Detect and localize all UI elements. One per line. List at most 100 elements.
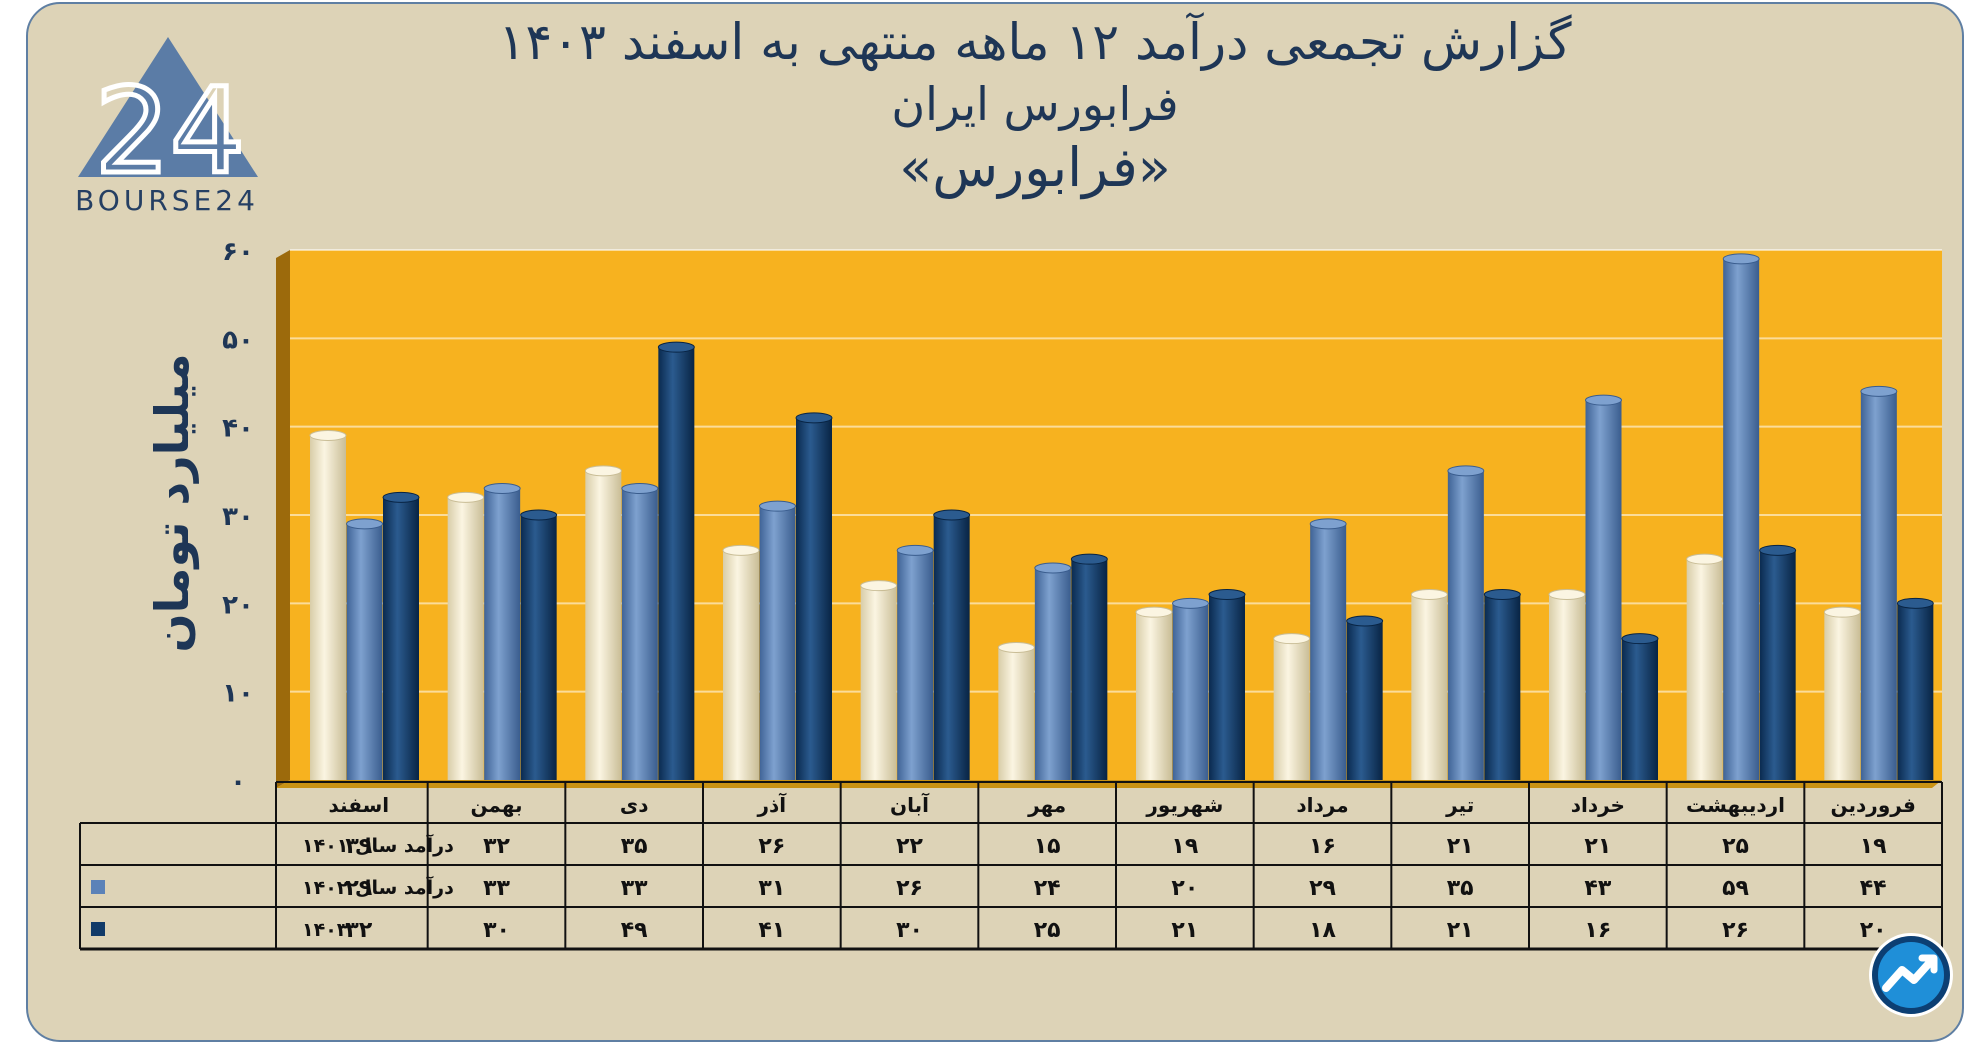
bar bbox=[1484, 594, 1521, 780]
data-label: ۳۱ bbox=[758, 876, 785, 901]
data-label: ۲۶ bbox=[1722, 918, 1749, 943]
data-label: ۳۳ bbox=[483, 876, 510, 901]
data-label: ۴۹ bbox=[621, 918, 648, 943]
x-tick-label: تیر bbox=[1445, 793, 1474, 817]
bar bbox=[723, 550, 759, 780]
logo-triangle bbox=[78, 37, 258, 177]
data-label: ۳۰ bbox=[483, 918, 510, 943]
data-label: ۲۹ bbox=[1309, 876, 1336, 901]
bar-cap bbox=[1860, 385, 1898, 397]
data-label: ۱۵ bbox=[1034, 834, 1061, 859]
y-tick-label: ۲۰ bbox=[222, 590, 254, 620]
legend-swatch bbox=[91, 922, 105, 936]
data-label: ۳۲ bbox=[483, 834, 510, 859]
bar-cap bbox=[483, 483, 521, 494]
bar bbox=[1034, 568, 1071, 780]
x-tick-label: مهر bbox=[1027, 793, 1066, 817]
bar-cap bbox=[896, 544, 934, 556]
legend-label: درآمد سال ۱۴۰۱ bbox=[302, 833, 454, 857]
bar-cap bbox=[1896, 597, 1934, 609]
y-axis-label: میلیارد تومان bbox=[145, 353, 199, 652]
bar bbox=[1273, 638, 1310, 780]
bar-cap bbox=[1135, 606, 1173, 618]
data-label: ۱۹ bbox=[1171, 834, 1198, 859]
bar bbox=[520, 515, 557, 780]
bar bbox=[346, 523, 383, 780]
bar-cap bbox=[1309, 518, 1347, 530]
bar-cap bbox=[1759, 544, 1797, 556]
bar-cap bbox=[1208, 589, 1246, 600]
data-label: ۲۱ bbox=[1584, 834, 1611, 859]
bar-cap bbox=[1686, 553, 1724, 565]
bar bbox=[1346, 621, 1383, 780]
bar-cap bbox=[1346, 615, 1384, 627]
data-label: ۲۵ bbox=[1034, 918, 1061, 943]
x-tick-label: شهریور bbox=[1145, 793, 1223, 817]
bar bbox=[1585, 400, 1622, 780]
x-tick-label: بهمن bbox=[470, 793, 522, 817]
bar-cap bbox=[1585, 394, 1622, 406]
bar-cap bbox=[1823, 606, 1861, 618]
x-tick-label: مرداد bbox=[1296, 793, 1348, 817]
legend-label: ۱۴۰۳ bbox=[302, 919, 349, 941]
bar bbox=[1411, 594, 1448, 780]
logo-text: BOURSE24 bbox=[75, 184, 259, 217]
x-tick-label: اردیبهشت bbox=[1686, 793, 1785, 817]
data-label: ۵۹ bbox=[1722, 876, 1749, 901]
data-label: ۲۲ bbox=[896, 834, 923, 859]
plot-side-wall bbox=[276, 250, 290, 788]
chart-title: گزارش تجمعی درآمد ۱۲ ماهه منتهی به اسفند… bbox=[498, 13, 1572, 71]
bar bbox=[1759, 550, 1796, 780]
data-label: ۳۲ bbox=[345, 918, 372, 943]
data-label: ۱۸ bbox=[1309, 918, 1336, 943]
trend-up-icon[interactable] bbox=[1866, 930, 1956, 1020]
y-tick-label: ۱۰ bbox=[222, 679, 254, 709]
x-tick-label: خرداد bbox=[1571, 793, 1625, 817]
x-tick-label: فروردین bbox=[1831, 793, 1916, 817]
legend-label: درآمد سال ۱۴۰۲ bbox=[302, 875, 454, 899]
bar-cap bbox=[1410, 589, 1448, 600]
bar bbox=[310, 435, 346, 780]
data-label: ۲۰ bbox=[1171, 876, 1198, 901]
data-label: ۲۱ bbox=[1447, 918, 1474, 943]
bar bbox=[1897, 603, 1934, 780]
chart-title-block: گزارش تجمعی درآمد ۱۲ ماهه منتهی به اسفند… bbox=[420, 10, 1650, 202]
bar-cap bbox=[1070, 553, 1108, 565]
data-label: ۱۶ bbox=[1584, 918, 1611, 943]
logo-mark: 24 bbox=[95, 62, 245, 200]
data-label: ۲۶ bbox=[896, 876, 923, 901]
data-label: ۳۰ bbox=[896, 918, 923, 943]
bar bbox=[383, 497, 419, 780]
bar bbox=[585, 470, 622, 780]
bar bbox=[1447, 470, 1484, 780]
data-label: ۱۹ bbox=[1860, 834, 1887, 859]
bar bbox=[1172, 603, 1209, 780]
bar bbox=[1723, 258, 1760, 780]
bar-cap bbox=[933, 509, 971, 521]
data-label: ۴۴ bbox=[1860, 876, 1887, 901]
bar bbox=[933, 515, 970, 780]
bar-cap bbox=[722, 544, 760, 556]
bar-cap bbox=[1447, 465, 1485, 477]
bar-cap bbox=[346, 518, 383, 530]
bar-cap bbox=[860, 580, 898, 592]
bar-cap bbox=[584, 465, 622, 477]
data-label: ۲۱ bbox=[1171, 918, 1198, 943]
bar-cap bbox=[1483, 589, 1521, 600]
bar bbox=[1209, 594, 1245, 780]
data-label: ۲۶ bbox=[758, 834, 785, 859]
bar-cap bbox=[1722, 253, 1760, 265]
bourse24-logo: 24 bbox=[78, 37, 258, 203]
company-name: فرابورس ایران bbox=[891, 77, 1179, 131]
bar-cap bbox=[759, 500, 796, 512]
y-tick-label: ۳۰ bbox=[222, 502, 254, 532]
bar-cap bbox=[309, 430, 347, 441]
y-tick-label: ۵۰ bbox=[222, 325, 254, 355]
bar bbox=[759, 506, 796, 780]
bar bbox=[998, 647, 1035, 780]
data-label: ۲۵ bbox=[1722, 834, 1749, 859]
legend-swatch bbox=[91, 880, 105, 894]
bar bbox=[1622, 638, 1658, 780]
bar bbox=[897, 550, 934, 780]
bar bbox=[1860, 391, 1897, 780]
